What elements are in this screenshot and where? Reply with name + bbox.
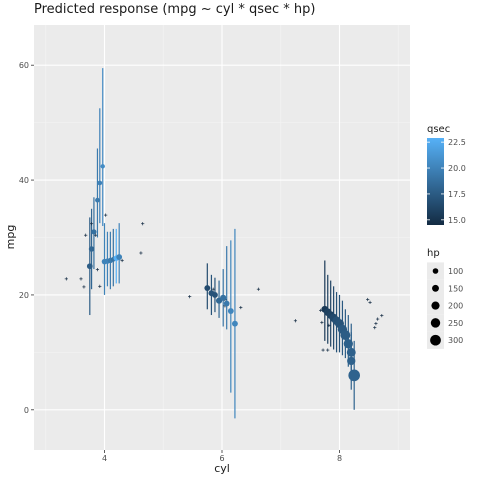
observed-point: [366, 297, 370, 302]
predicted-point: [340, 330, 351, 341]
observed-point: [84, 233, 88, 237]
x-tick-label: 8: [337, 454, 342, 463]
legend-hp-key-dot: [432, 268, 439, 274]
legend-hp-key-dot: [430, 334, 441, 346]
observed-point: [326, 348, 330, 352]
colorbar-tick-label: 17.5: [448, 190, 466, 199]
observed-point: [64, 277, 68, 281]
y-tick-label: 20: [19, 291, 29, 300]
observed-point: [211, 287, 215, 291]
observed-point: [188, 295, 192, 299]
legend-hp-key-dot: [431, 301, 440, 310]
predicted-point: [97, 180, 103, 186]
observed-point: [139, 251, 143, 255]
legend-hp-key-label: 150: [448, 284, 463, 293]
y-tick-label: 0: [24, 406, 29, 415]
observed-point: [320, 320, 324, 325]
observed-point: [380, 314, 384, 318]
predicted-point: [347, 356, 356, 366]
observed-point: [373, 326, 377, 330]
y-axis-title: mpg: [4, 225, 17, 250]
predicted-point: [227, 308, 234, 314]
predicted-point: [95, 197, 100, 203]
legend-hp-key-label: 200: [448, 302, 463, 311]
predicted-point: [204, 285, 211, 291]
major-gridlines: [34, 25, 410, 450]
predicted-point: [220, 294, 227, 301]
observed-point: [376, 317, 380, 321]
legend-hp-key-label: 250: [448, 319, 463, 328]
x-tick-label: 4: [102, 454, 107, 463]
x-axis-title: cyl: [214, 462, 230, 475]
observed-point: [94, 233, 98, 237]
predicted-point: [88, 246, 95, 252]
legend-qsec-colorbar: [427, 138, 444, 225]
observed-point: [104, 213, 108, 217]
observed-point: [256, 287, 261, 291]
predicted-point: [212, 291, 218, 298]
observed-point: [79, 277, 83, 281]
legend-hp-keys: 100 150 200 250 300: [427, 262, 463, 349]
legend-qsec: qsec 15.0 17.5 20.0 22.5: [427, 124, 466, 225]
y-axis-ticks: 0 20 40 60: [19, 61, 34, 415]
legend-hp-title: hp: [427, 248, 440, 259]
predicted-point: [116, 254, 123, 260]
predicted-point: [91, 229, 97, 235]
observed-point: [89, 222, 94, 226]
legend-hp-key-label: 300: [448, 336, 463, 345]
observed-point: [374, 322, 378, 326]
predicted-point: [231, 320, 238, 327]
predicted-point: [223, 300, 230, 307]
colorbar-tick-label: 20.0: [448, 164, 466, 173]
legend-qsec-ticks: 15.0 17.5 20.0 22.5: [427, 138, 466, 225]
observed-point: [368, 300, 372, 304]
legend-hp: hp 100 150 200 250 300: [427, 248, 463, 349]
observed-point: [98, 284, 102, 288]
y-tick-label: 60: [19, 61, 29, 70]
observed-points: [64, 213, 384, 352]
predicted-point: [346, 347, 356, 357]
chart-title: Predicted response (mpg ~ cyl * qsec * h…: [34, 2, 315, 17]
observed-point: [327, 323, 331, 327]
legend-qsec-title: qsec: [427, 124, 450, 135]
observed-point: [141, 222, 145, 226]
predicted-point: [348, 369, 360, 382]
x-tick-label: 6: [219, 454, 224, 463]
predicted-points: [86, 164, 360, 382]
observed-point: [95, 268, 100, 272]
observed-point: [239, 305, 243, 310]
observed-point: [82, 285, 86, 289]
y-tick-label: 40: [19, 176, 29, 185]
colorbar-tick-label: 15.0: [448, 216, 466, 225]
observed-point: [321, 348, 325, 352]
legend-hp-key-dot: [432, 284, 439, 292]
legend-hp-key-dot: [430, 318, 441, 328]
x-axis-ticks: 4 6 8: [102, 450, 342, 463]
observed-point: [293, 319, 298, 323]
legend-hp-key-label: 100: [448, 267, 463, 276]
colorbar-tick-label: 22.5: [448, 138, 466, 147]
predicted-point: [100, 164, 105, 169]
observed-point: [120, 258, 124, 263]
predicted-point: [86, 263, 93, 270]
predicted-point: [343, 339, 353, 349]
